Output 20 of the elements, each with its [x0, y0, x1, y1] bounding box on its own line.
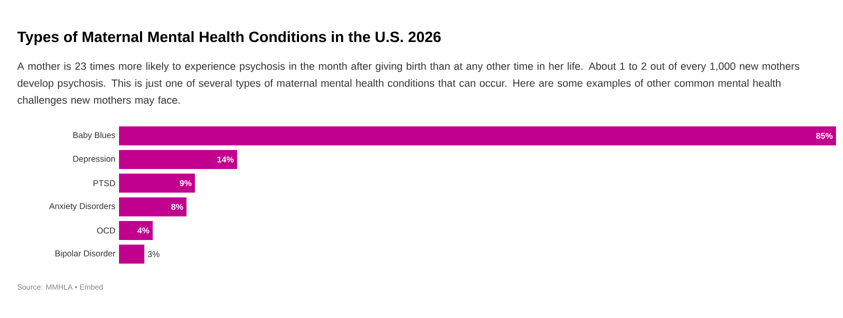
y-tick-label: OCD — [97, 228, 116, 234]
y-tick-label: Depression — [73, 156, 115, 164]
bar — [119, 174, 195, 193]
bar — [119, 150, 238, 170]
data-label: 85% — [816, 132, 833, 139]
y-tick-label: Baby Blues — [73, 132, 116, 140]
data-label: 14% — [217, 156, 234, 162]
y-tick-label: Bipolar Disorder — [55, 250, 116, 258]
bar — [119, 197, 186, 216]
bar — [119, 126, 836, 146]
chart-title: Types of Maternal Mental Health Conditions in the U.S. 2026 — [17, 31, 441, 46]
data-label: 4% — [137, 228, 150, 234]
data-label: 8% — [171, 204, 184, 210]
bar — [119, 221, 153, 240]
bar — [119, 244, 144, 264]
data-label: 3% — [148, 251, 160, 258]
data-label: 9% — [180, 180, 192, 186]
chart-subtitle: A mother is 23 times more likely to experience psychosis in the month after giving birth than at any other time in her life. About 1 to 2 out of every 1,000 new mothers develop psychosis. This is just one of several types of maternal mental health conditions that can occur. Here are some examples of other common mental health challenges new mothers may face. — [17, 62, 800, 106]
y-tick-label: PTSD — [94, 180, 116, 186]
y-tick-label: Anxiety Disorders — [49, 202, 116, 211]
